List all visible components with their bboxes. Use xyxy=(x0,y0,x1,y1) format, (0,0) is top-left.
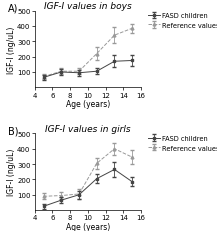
Y-axis label: IGF-I (ng/uL): IGF-I (ng/uL) xyxy=(7,149,16,196)
Legend: FASD children, Reference values: FASD children, Reference values xyxy=(148,13,217,29)
Text: A): A) xyxy=(8,4,18,14)
Legend: FASD children, Reference values: FASD children, Reference values xyxy=(148,136,217,151)
Text: B): B) xyxy=(8,126,19,136)
X-axis label: Age (years): Age (years) xyxy=(66,100,110,108)
Y-axis label: IGF-I (ng/uL): IGF-I (ng/uL) xyxy=(7,26,16,73)
Title: IGF-I values in boys: IGF-I values in boys xyxy=(44,2,132,11)
X-axis label: Age (years): Age (years) xyxy=(66,222,110,231)
Title: IGF-I values in girls: IGF-I values in girls xyxy=(45,124,131,133)
